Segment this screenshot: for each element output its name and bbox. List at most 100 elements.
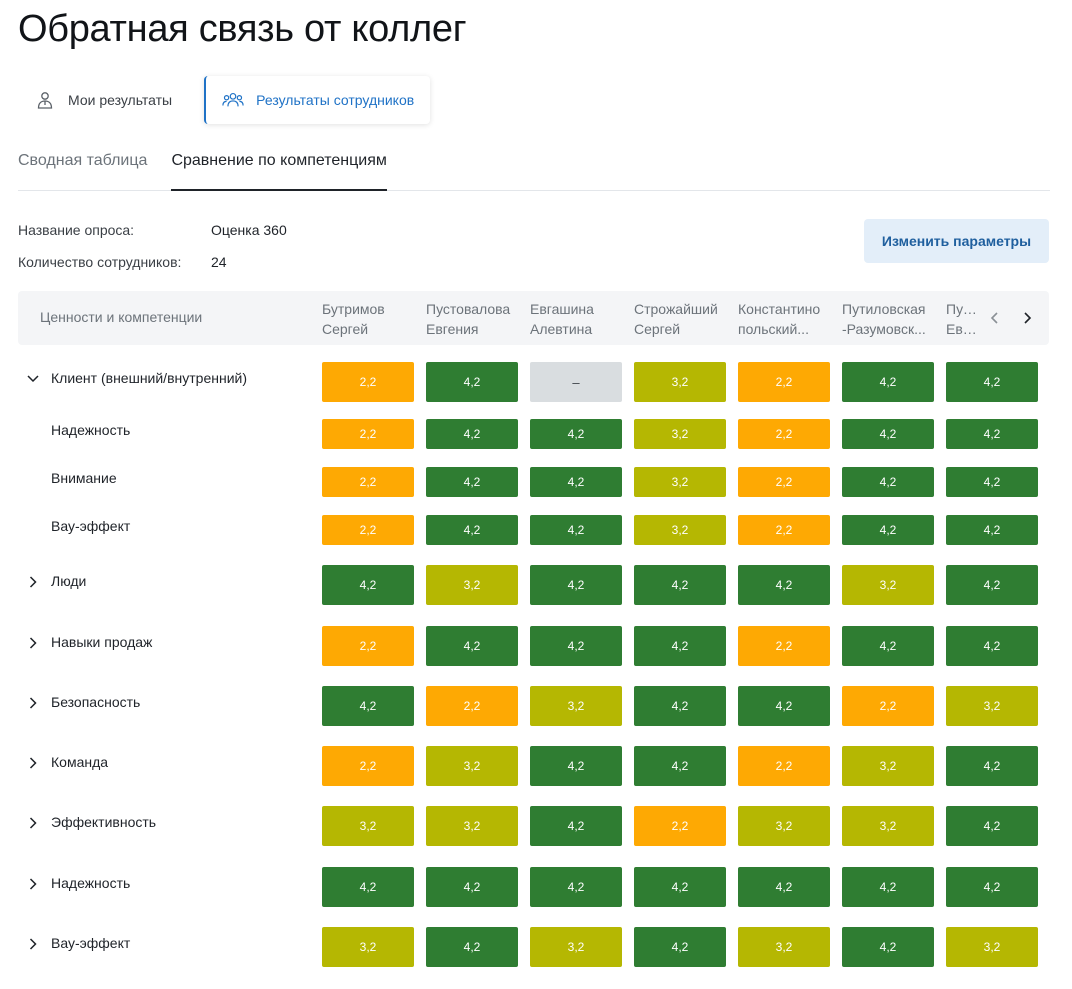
tab-my-results[interactable]: Мои результаты <box>18 76 188 124</box>
score-cell[interactable]: 4,2 <box>426 467 518 497</box>
score-cell[interactable]: 4,2 <box>842 467 934 497</box>
score-cell[interactable]: 4,2 <box>426 362 518 402</box>
score-cell[interactable]: 2,2 <box>738 362 830 402</box>
table-row[interactable]: Люди 4,2 3,2 4,2 4,2 4,2 3,2 4,2 <box>18 565 1050 605</box>
chevron-right-icon[interactable] <box>26 937 40 951</box>
score-cell[interactable]: 3,2 <box>530 927 622 967</box>
score-cell[interactable]: 4,2 <box>530 467 622 497</box>
score-cell[interactable]: 4,2 <box>842 362 934 402</box>
chevron-right-icon[interactable] <box>26 756 40 770</box>
score-cell[interactable]: 4,2 <box>530 867 622 907</box>
score-cell[interactable]: 4,2 <box>322 867 414 907</box>
table-row[interactable]: Безопасность 4,2 2,2 3,2 4,2 4,2 2,2 3,2 <box>18 686 1050 726</box>
score-cell[interactable]: 3,2 <box>322 927 414 967</box>
tab-employee-results[interactable]: Результаты сотрудников <box>204 76 431 124</box>
chevron-down-icon[interactable] <box>26 372 40 386</box>
score-cell[interactable]: 4,2 <box>946 515 1038 545</box>
score-cell[interactable]: 4,2 <box>946 467 1038 497</box>
table-row[interactable]: Навыки продаж 2,2 4,2 4,2 4,2 2,2 4,2 4,2 <box>18 626 1050 666</box>
chevron-right-icon[interactable] <box>26 636 40 650</box>
score-cell[interactable]: 4,2 <box>842 419 934 449</box>
score-cell[interactable]: 4,2 <box>634 565 726 605</box>
score-cell[interactable]: 3,2 <box>426 565 518 605</box>
change-parameters-button[interactable]: Изменить параметры <box>864 219 1049 263</box>
score-cell[interactable]: 4,2 <box>530 565 622 605</box>
score-cell[interactable]: 3,2 <box>946 927 1038 967</box>
score-cell[interactable]: 4,2 <box>842 626 934 666</box>
score-cell[interactable]: 4,2 <box>946 746 1038 786</box>
score-cell[interactable]: 4,2 <box>634 686 726 726</box>
score-cell[interactable]: 3,2 <box>634 362 726 402</box>
score-cell[interactable]: 2,2 <box>738 467 830 497</box>
table-row[interactable]: Команда 2,2 3,2 4,2 4,2 2,2 3,2 4,2 <box>18 746 1050 786</box>
score-cell[interactable]: 3,2 <box>530 686 622 726</box>
score-cell[interactable]: 4,2 <box>842 867 934 907</box>
score-cell[interactable]: 4,2 <box>426 515 518 545</box>
chevron-right-icon[interactable] <box>26 696 40 710</box>
score-cell[interactable]: 4,2 <box>738 686 830 726</box>
score-cell[interactable]: 4,2 <box>946 806 1038 846</box>
score-cell[interactable]: 4,2 <box>322 686 414 726</box>
score-cell[interactable]: 2,2 <box>322 362 414 402</box>
score-cell[interactable]: 4,2 <box>946 626 1038 666</box>
score-cell[interactable]: 4,2 <box>426 867 518 907</box>
score-cell[interactable]: 4,2 <box>530 806 622 846</box>
table-row[interactable]: Надежность 4,2 4,2 4,2 4,2 4,2 4,2 4,2 <box>18 867 1050 907</box>
score-cell[interactable]: 3,2 <box>634 515 726 545</box>
score-cell[interactable]: 4,2 <box>946 565 1038 605</box>
score-cell[interactable]: 2,2 <box>738 515 830 545</box>
score-cell[interactable]: 2,2 <box>322 419 414 449</box>
score-cell[interactable]: 4,2 <box>946 867 1038 907</box>
score-cell[interactable]: 4,2 <box>634 927 726 967</box>
score-cell[interactable]: 3,2 <box>322 806 414 846</box>
score-cell[interactable]: – <box>530 362 622 402</box>
score-cell[interactable]: 4,2 <box>842 515 934 545</box>
score-cell[interactable]: 4,2 <box>322 565 414 605</box>
table-row[interactable]: Вау-эффект 3,2 4,2 3,2 4,2 3,2 4,2 3,2 <box>18 927 1050 967</box>
score-cell[interactable]: 2,2 <box>426 686 518 726</box>
score-cell[interactable]: 4,2 <box>530 419 622 449</box>
chevron-right-icon[interactable] <box>26 575 40 589</box>
score-cell[interactable]: 4,2 <box>946 362 1038 402</box>
chevron-right-icon[interactable] <box>26 877 40 891</box>
score-cell[interactable]: 3,2 <box>634 467 726 497</box>
score-cell[interactable]: 4,2 <box>634 867 726 907</box>
score-cell[interactable]: 4,2 <box>634 746 726 786</box>
score-cell[interactable]: 4,2 <box>946 419 1038 449</box>
score-cell[interactable]: 4,2 <box>530 746 622 786</box>
score-cell[interactable]: 4,2 <box>634 626 726 666</box>
score-cell[interactable]: 2,2 <box>322 515 414 545</box>
score-cell[interactable]: 3,2 <box>426 746 518 786</box>
score-cell[interactable]: 4,2 <box>738 867 830 907</box>
chevron-right-icon[interactable] <box>26 816 40 830</box>
score-cell[interactable]: 3,2 <box>738 806 830 846</box>
score-cell[interactable]: 4,2 <box>842 927 934 967</box>
scroll-right-button[interactable] <box>1014 305 1040 331</box>
score-cell[interactable]: 3,2 <box>634 419 726 449</box>
table-row[interactable]: Эффективность 3,2 3,2 4,2 2,2 3,2 3,2 4,2 <box>18 806 1050 846</box>
score-cell[interactable]: 2,2 <box>738 626 830 666</box>
scroll-left-button[interactable] <box>982 305 1008 331</box>
score-cell[interactable]: 2,2 <box>738 746 830 786</box>
score-cell[interactable]: 4,2 <box>426 927 518 967</box>
score-cell[interactable]: 2,2 <box>322 626 414 666</box>
score-cell[interactable]: 2,2 <box>322 467 414 497</box>
score-cell[interactable]: 3,2 <box>738 927 830 967</box>
score-cell[interactable]: 3,2 <box>946 686 1038 726</box>
tab-summary-table[interactable]: Сводная таблица <box>18 152 148 169</box>
score-cell[interactable]: 3,2 <box>842 746 934 786</box>
table-row[interactable]: Клиент (внешний/внутренний) 2,2 4,2–3,2 2,2… <box>18 362 1050 402</box>
score-cell[interactable]: 2,2 <box>322 746 414 786</box>
score-cell[interactable]: 4,2 <box>426 626 518 666</box>
score-cell[interactable]: 2,2 <box>842 686 934 726</box>
score-cell[interactable]: 4,2 <box>530 626 622 666</box>
score-cell[interactable]: 3,2 <box>426 806 518 846</box>
score-cell[interactable]: 2,2 <box>738 419 830 449</box>
score-cell[interactable]: 3,2 <box>842 565 934 605</box>
tab-competency-comparison[interactable]: Сравнение по компетенциям <box>171 140 388 191</box>
score-cell[interactable]: 4,2 <box>426 419 518 449</box>
score-cell[interactable]: 3,2 <box>842 806 934 846</box>
score-cell[interactable]: 2,2 <box>634 806 726 846</box>
score-cell[interactable]: 4,2 <box>738 565 830 605</box>
score-cell[interactable]: 4,2 <box>530 515 622 545</box>
